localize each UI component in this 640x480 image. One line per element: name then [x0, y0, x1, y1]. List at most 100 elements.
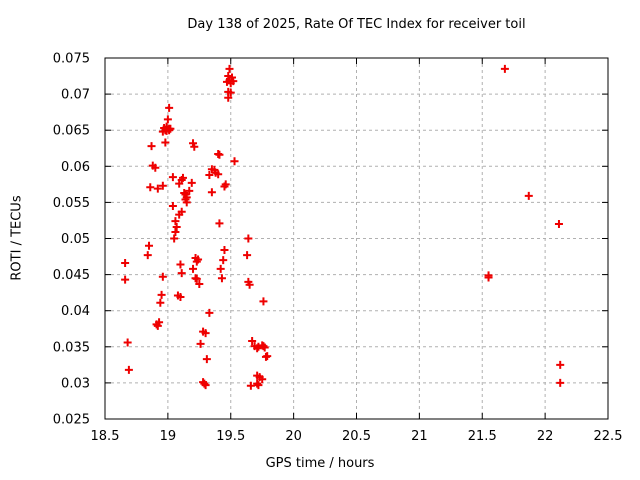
y-tick-label: 0.065 [53, 124, 90, 139]
data-point-marker [484, 273, 493, 282]
data-point-marker [220, 246, 229, 255]
data-point-marker [556, 378, 565, 387]
chart-title: Day 138 of 2025, Rate Of TEC Index for r… [187, 17, 526, 32]
data-point-marker [153, 184, 162, 193]
x-tick-label: 19 [160, 429, 177, 444]
y-tick-label: 0.06 [61, 160, 90, 175]
x-tick-label: 19.5 [216, 429, 245, 444]
x-tick-label: 20 [285, 429, 302, 444]
x-tick-label: 18.5 [91, 429, 120, 444]
data-point-marker [121, 259, 130, 268]
data-point-marker [158, 181, 167, 190]
data-point-marker [205, 308, 214, 317]
y-tick-label: 0.07 [61, 88, 90, 103]
data-point-marker [224, 72, 233, 81]
y-tick-label: 0.04 [61, 304, 90, 319]
data-point-marker [176, 260, 185, 269]
data-point-marker [201, 329, 210, 338]
data-point-marker [192, 274, 201, 283]
data-point-marker [152, 320, 161, 329]
data-point-marker [189, 264, 198, 273]
data-point-marker [524, 191, 533, 200]
data-point-marker [171, 217, 180, 226]
data-point-marker [175, 179, 184, 188]
y-tick-label: 0.045 [53, 268, 90, 283]
data-point-marker [145, 241, 154, 250]
data-point-marker [226, 88, 235, 97]
data-point-marker [121, 275, 130, 284]
y-tick-label: 0.03 [61, 376, 90, 391]
data-point-marker [195, 279, 204, 288]
data-point-marker [245, 280, 254, 289]
data-point-marker [261, 352, 270, 361]
data-point-marker [224, 93, 233, 102]
data-point-marker [258, 375, 267, 384]
data-point-marker [260, 343, 269, 352]
data-point-marker [151, 163, 160, 172]
data-point-marker [500, 64, 509, 73]
data-point-marker [168, 202, 177, 211]
y-tick-label: 0.075 [53, 52, 90, 67]
x-axis-label: GPS time / hours [265, 456, 375, 471]
x-tick-label: 20.5 [342, 429, 371, 444]
x-tick-label: 22.5 [594, 429, 623, 444]
data-point-marker [165, 103, 174, 112]
data-point-marker [163, 115, 172, 124]
data-point-marker [156, 298, 165, 307]
data-point-marker [170, 234, 179, 243]
data-point-marker [187, 178, 196, 187]
data-point-marker [124, 365, 133, 374]
data-point-marker [196, 339, 205, 348]
data-point-marker [243, 251, 252, 260]
data-point-marker [253, 344, 262, 353]
y-tick-label: 0.05 [61, 232, 90, 247]
data-point-marker [161, 138, 170, 147]
data-point-marker [556, 360, 565, 369]
data-point-marker [217, 274, 226, 283]
y-tick-label: 0.025 [53, 413, 90, 428]
data-point-marker [180, 189, 189, 198]
data-point-marker [172, 222, 181, 231]
data-point-marker [171, 228, 180, 237]
data-point-marker [215, 150, 224, 159]
data-point-marker [214, 170, 223, 179]
data-point-marker [246, 381, 255, 390]
y-tick-label: 0.035 [53, 340, 90, 355]
data-point-marker [225, 64, 234, 73]
data-point-marker [244, 234, 253, 243]
data-point-marker [157, 290, 166, 299]
x-tick-label: 21.5 [468, 429, 497, 444]
data-point-marker [220, 182, 229, 191]
x-tick-label: 21 [411, 429, 428, 444]
data-point-marker [176, 292, 185, 301]
data-point-marker [153, 321, 162, 330]
data-point-marker [202, 355, 211, 364]
data-point-marker [554, 220, 563, 229]
data-point-marker [207, 188, 216, 197]
data-point-marker [248, 337, 257, 346]
data-point-marker [175, 210, 184, 219]
data-point-marker [253, 379, 262, 388]
data-point-marker [215, 219, 224, 228]
data-point-marker [254, 381, 263, 390]
y-tick-label: 0.055 [53, 196, 90, 211]
data-point-marker [200, 379, 209, 388]
data-point-marker [216, 264, 225, 273]
data-point-marker [177, 269, 186, 278]
data-point-marker [201, 381, 210, 390]
data-point-marker [259, 297, 268, 306]
data-point-marker [143, 251, 152, 260]
data-point-marker [205, 170, 214, 179]
data-point-marker [165, 126, 174, 135]
data-point-marker [168, 173, 177, 182]
data-point-marker [147, 142, 156, 151]
data-point-marker [230, 157, 239, 166]
data-point-marker [219, 256, 228, 265]
data-point-marker [158, 127, 167, 136]
x-tick-label: 22 [537, 429, 554, 444]
data-point-marker [222, 77, 231, 86]
data-point-marker [123, 338, 132, 347]
data-point-marker [190, 142, 199, 151]
